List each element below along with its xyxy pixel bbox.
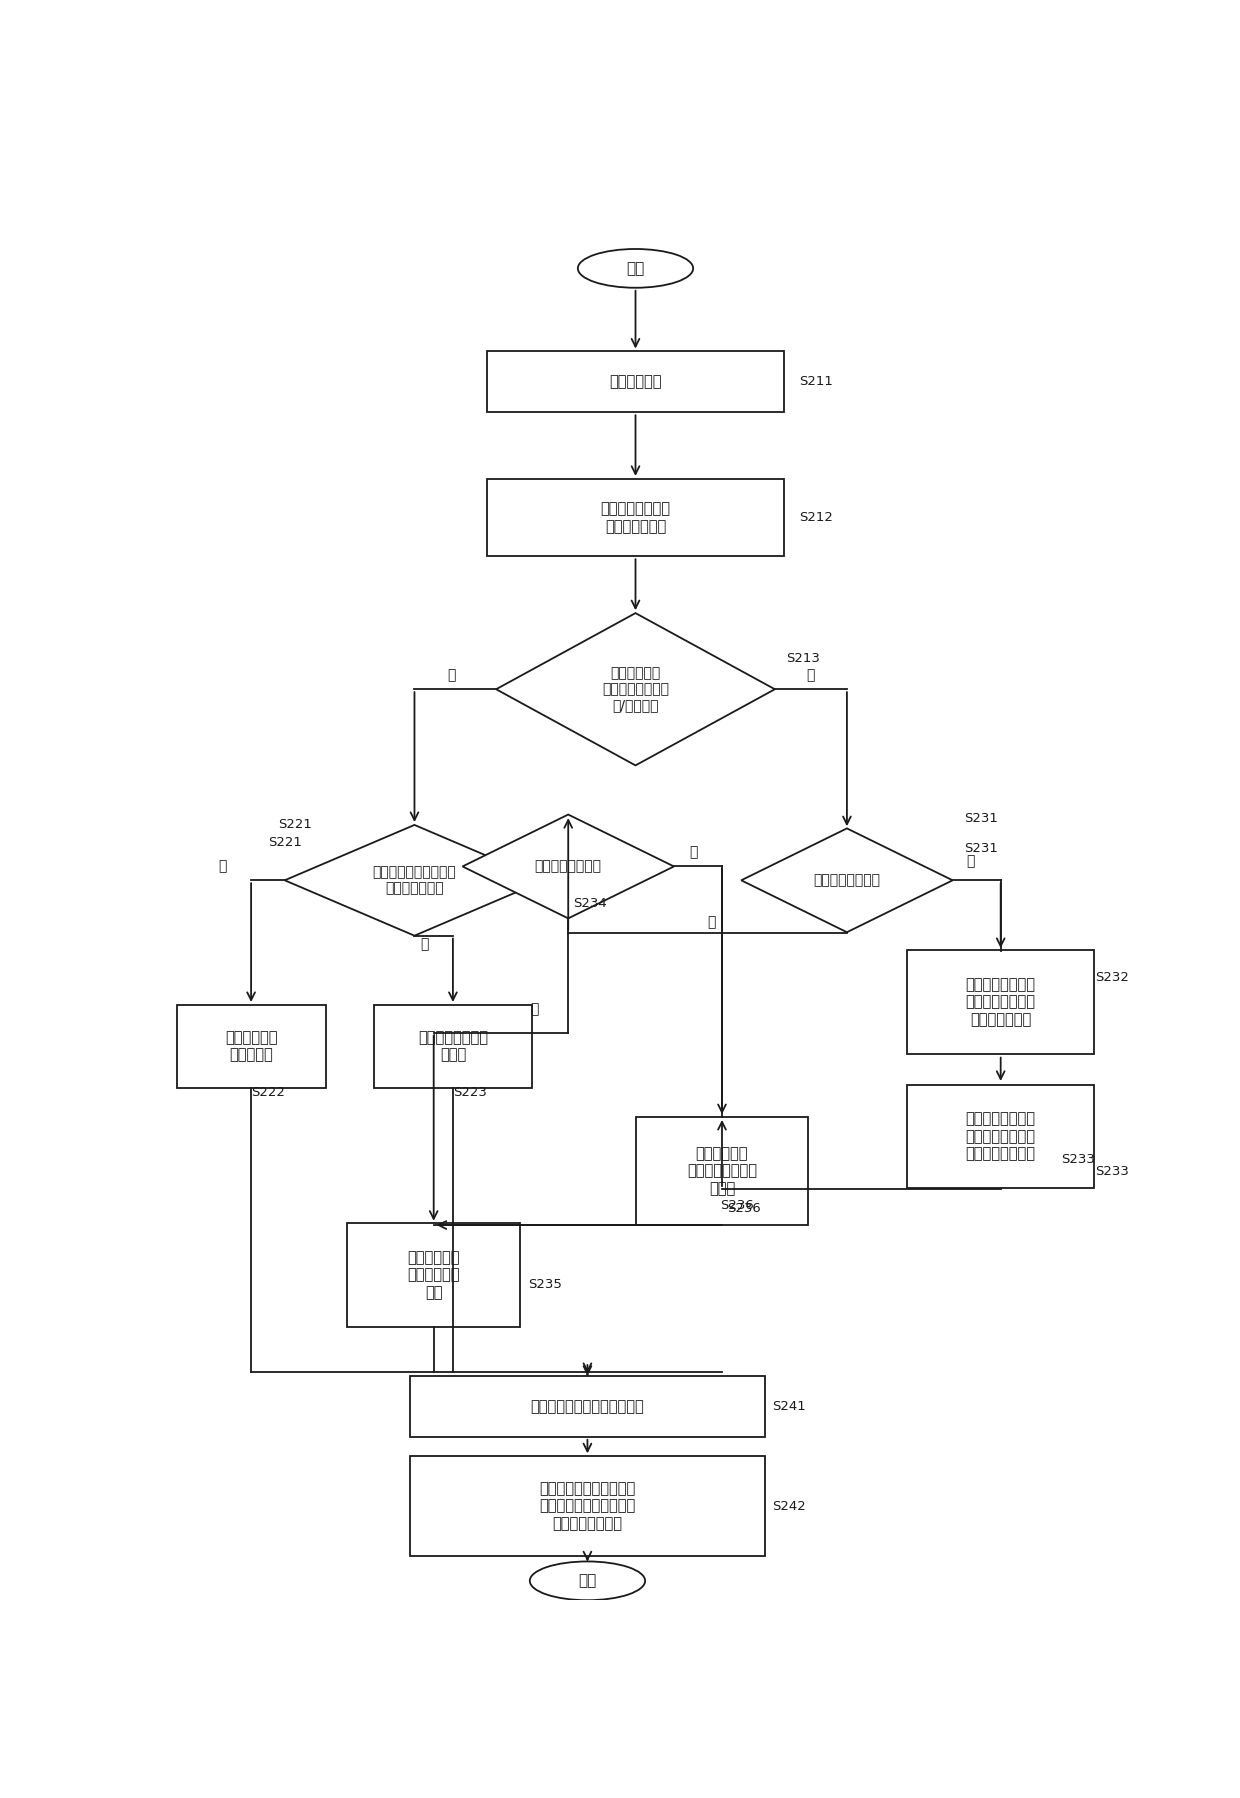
Text: S221: S221 — [278, 818, 312, 831]
Text: 错误记录除了时间信息
是否完全相同？: 错误记录除了时间信息 是否完全相同？ — [372, 865, 456, 895]
Text: 只一个个地把
一般错误前移一格
并存储: 只一个个地把 一般错误前移一格 并存储 — [687, 1145, 756, 1196]
Text: S233: S233 — [1061, 1154, 1095, 1167]
FancyBboxPatch shape — [486, 351, 785, 412]
Text: S223: S223 — [453, 1086, 487, 1099]
Text: S231: S231 — [965, 811, 998, 825]
Text: 更新为新制作的记
录信息: 更新为新制作的记 录信息 — [418, 1030, 487, 1063]
Text: 是: 是 — [446, 669, 455, 683]
Text: S211: S211 — [799, 376, 833, 388]
Text: S213: S213 — [786, 653, 820, 665]
Text: 是否为致命错误？: 是否为致命错误？ — [534, 859, 601, 874]
Polygon shape — [496, 613, 775, 766]
Text: 否: 否 — [806, 669, 815, 683]
Ellipse shape — [578, 248, 693, 288]
Polygon shape — [463, 814, 675, 919]
FancyBboxPatch shape — [486, 478, 785, 556]
Text: S212: S212 — [799, 511, 833, 523]
Text: 开始: 开始 — [578, 1573, 596, 1588]
Text: 发生错误记录: 发生错误记录 — [609, 374, 662, 390]
FancyBboxPatch shape — [373, 1005, 532, 1088]
Text: S241: S241 — [773, 1401, 806, 1413]
Text: S242: S242 — [773, 1500, 806, 1512]
Text: 是: 是 — [966, 854, 975, 868]
FancyBboxPatch shape — [906, 1084, 1095, 1188]
FancyBboxPatch shape — [906, 949, 1095, 1054]
FancyBboxPatch shape — [347, 1223, 521, 1327]
Text: S222: S222 — [250, 1086, 285, 1099]
Text: 在一般错误的
最前剩余空间
存储: 在一般错误的 最前剩余空间 存储 — [408, 1250, 460, 1300]
Text: 制作适宜出错记录
存储的记录字段: 制作适宜出错记录 存储的记录字段 — [600, 502, 671, 534]
Text: S221: S221 — [268, 836, 303, 849]
Text: 一个个地前移非易
失性存储器中存储
的所有出错记录: 一个个地前移非易 失性存储器中存储 的所有出错记录 — [966, 978, 1035, 1027]
Text: S236: S236 — [727, 1201, 760, 1215]
Text: 增加次数，更
新时间信息: 增加次数，更 新时间信息 — [224, 1030, 278, 1063]
Text: 是: 是 — [531, 1001, 539, 1016]
Polygon shape — [285, 825, 544, 935]
Text: S231: S231 — [965, 841, 998, 856]
Text: 是: 是 — [218, 859, 227, 874]
Text: S233: S233 — [1095, 1165, 1128, 1178]
Text: 与原来发生的
错误相比是相同文
件/行错误？: 与原来发生的 错误相比是相同文 件/行错误？ — [601, 665, 670, 712]
Text: S236: S236 — [720, 1199, 754, 1212]
Text: 开始: 开始 — [626, 261, 645, 275]
Text: 否: 否 — [420, 937, 428, 951]
Polygon shape — [742, 829, 952, 931]
FancyBboxPatch shape — [635, 1117, 808, 1224]
Text: 根据时间信息，一般错误
与一般错误、致命错误与
致命错误分类存储: 根据时间信息，一般错误 与一般错误、致命错误与 致命错误分类存储 — [539, 1482, 636, 1530]
Text: S234: S234 — [573, 897, 606, 910]
Text: S235: S235 — [528, 1278, 562, 1291]
Text: 否: 否 — [707, 915, 715, 930]
Text: 否: 否 — [689, 845, 698, 859]
Text: 删除超过一定时间的记录消息: 删除超过一定时间的记录消息 — [531, 1399, 645, 1413]
Ellipse shape — [529, 1561, 645, 1600]
Text: 在最后非易失性存
储器中存储当前发
生的致命错误记录: 在最后非易失性存 储器中存储当前发 生的致命错误记录 — [966, 1111, 1035, 1162]
FancyBboxPatch shape — [409, 1456, 765, 1555]
FancyBboxPatch shape — [176, 1005, 326, 1088]
Text: 是否为致命错误？: 是否为致命错误？ — [813, 874, 880, 886]
FancyBboxPatch shape — [409, 1375, 765, 1437]
Text: S232: S232 — [1095, 971, 1128, 984]
